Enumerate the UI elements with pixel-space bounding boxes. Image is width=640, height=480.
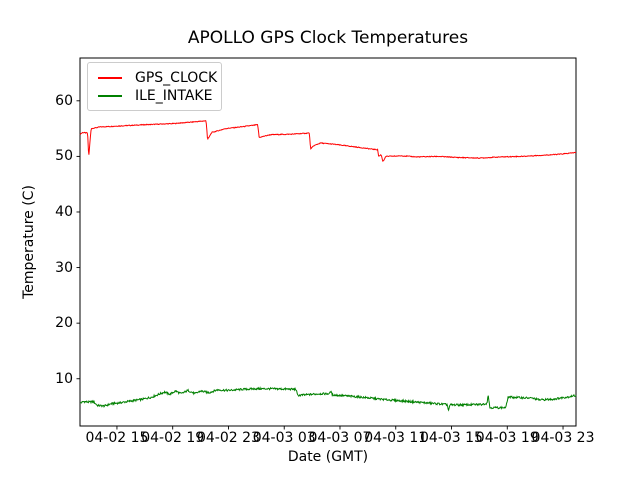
series-line-gps_clock <box>79 120 577 162</box>
legend-entry-gps-clock: GPS_CLOCK <box>98 69 217 87</box>
legend-entry-ile-intake: ILE_INTAKE <box>98 87 213 105</box>
y-tick-label: 10 <box>55 370 73 387</box>
x-tick-label: 04-03 11 <box>364 430 428 446</box>
y-tick-label: 30 <box>55 259 73 276</box>
x-tick-label: 04-02 15 <box>85 430 149 446</box>
legend-line-sample-ile-intake <box>98 95 122 97</box>
y-axis-label: Temperature (C) <box>21 185 37 299</box>
x-tick-label: 04-03 07 <box>308 430 372 446</box>
x-tick-label: 04-03 03 <box>252 430 316 446</box>
x-tick-label: 04-02 19 <box>141 430 205 446</box>
x-tick-label: 04-03 19 <box>475 430 539 446</box>
y-tick-label: 20 <box>55 315 73 332</box>
legend-label-ile-intake: ILE_INTAKE <box>135 88 213 104</box>
legend: GPS_CLOCK ILE_INTAKE <box>87 62 222 111</box>
x-tick-label: 04-03 23 <box>531 430 595 446</box>
y-tick-label: 50 <box>55 148 73 165</box>
x-tick-label: 04-03 15 <box>420 430 483 446</box>
legend-label-gps-clock: GPS_CLOCK <box>135 70 218 86</box>
chart-title: APOLLO GPS Clock Temperatures <box>187 28 469 48</box>
series-line-ile_intake <box>79 386 577 412</box>
y-tick-label: 60 <box>55 92 73 109</box>
plot-frame <box>79 57 577 427</box>
x-axis-label: Date (GMT) <box>287 449 369 465</box>
legend-line-sample-gps-clock <box>98 77 122 79</box>
x-tick-label: 04-02 23 <box>196 430 260 446</box>
y-tick-label: 40 <box>55 203 73 220</box>
